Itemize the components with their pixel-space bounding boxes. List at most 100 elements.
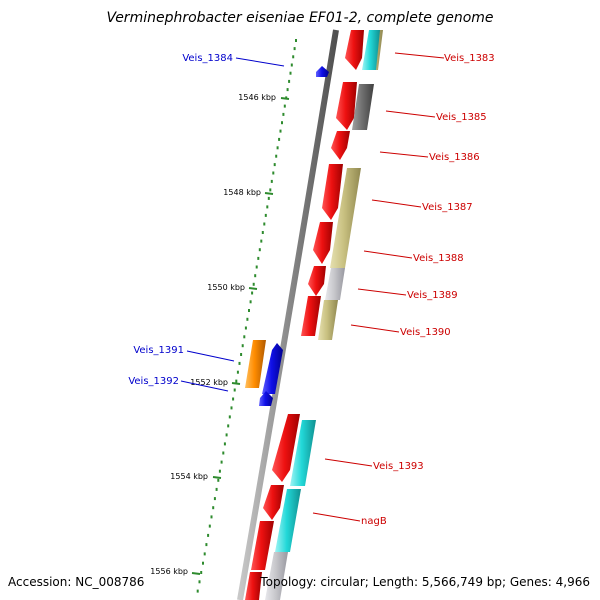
left-labels: Veis_1384 Veis_1391 Veis_1392 [128, 53, 285, 392]
leader-line [324, 458, 373, 467]
feature-block-gray[interactable] [352, 84, 374, 130]
kbp-ticks: 1546 kbp 1548 kbp 1550 kbp 1552 kbp 1554… [150, 93, 290, 576]
tick-dot [266, 205, 269, 209]
leader-line [312, 512, 361, 522]
feature-block-olive[interactable] [330, 168, 361, 268]
cds-arrow-blue[interactable] [262, 343, 283, 394]
tick-dot [272, 171, 275, 175]
tick-dot [270, 179, 273, 183]
gene-label-veis-1390[interactable]: Veis_1390 [400, 327, 451, 338]
kbp-label: 1556 kbp [150, 567, 188, 576]
tick-dot [218, 469, 221, 473]
feature-block-lightgray[interactable] [325, 268, 345, 300]
genome-backbone [237, 29, 339, 600]
kbp-label: 1552 kbp [190, 378, 228, 387]
tick-dot [286, 88, 289, 92]
feature-block-cyan[interactable] [275, 489, 301, 552]
leader-line [357, 288, 407, 296]
gene-label-veis-1388[interactable]: Veis_1388 [413, 253, 464, 264]
tick-dot [217, 478, 220, 482]
leader-line [186, 350, 235, 362]
tick-dot [261, 231, 264, 234]
cds-arrow[interactable] [345, 30, 364, 70]
gene-label-veis-1392[interactable]: Veis_1392 [128, 376, 179, 387]
accession-text: Accession: NC_008786 [8, 575, 144, 589]
gene-label-veis-1387[interactable]: Veis_1387 [422, 202, 473, 213]
tick-dot [257, 256, 260, 260]
tick-dot [196, 589, 199, 593]
cds-block[interactable] [301, 296, 321, 336]
tick-dot [252, 282, 255, 286]
tick-dot [244, 326, 247, 330]
cds-arrow-blue[interactable] [259, 391, 273, 406]
tick-dot [295, 39, 297, 42]
tick-dot [207, 533, 210, 537]
tick-dot [276, 146, 279, 150]
tick-dot [254, 274, 257, 278]
gene-label-veis-1384[interactable]: Veis_1384 [182, 53, 233, 64]
cds-arrow[interactable] [322, 164, 343, 220]
cds-arrow[interactable] [308, 266, 326, 296]
tick-dot [273, 163, 276, 167]
tick-dot [222, 451, 225, 455]
tick-dot [249, 300, 252, 304]
forward-cds-track [245, 30, 364, 600]
tick-dot [227, 424, 230, 428]
cds-arrow[interactable] [272, 414, 300, 482]
feature-block-cyan[interactable] [362, 30, 380, 70]
gene-label-veis-1385[interactable]: Veis_1385 [436, 112, 487, 123]
gene-label-veis-1391[interactable]: Veis_1391 [133, 345, 184, 356]
cds-arrow[interactable] [336, 82, 357, 130]
tick-dot [225, 433, 228, 437]
tick-dot [293, 47, 296, 51]
tick-dot [255, 265, 258, 269]
tick-dot [230, 406, 233, 410]
tick-dot [200, 571, 203, 574]
tick-dot [263, 222, 266, 226]
tick-dot [241, 344, 244, 348]
tick-dot [243, 335, 246, 339]
tick-dot [202, 561, 204, 565]
tick-dot [264, 213, 267, 217]
leader-line [180, 380, 229, 392]
tick-dot [213, 497, 216, 501]
tick-dot [232, 397, 235, 401]
gene-label-veis-1386[interactable]: Veis_1386 [429, 152, 480, 163]
cds-block[interactable] [251, 521, 274, 570]
tick-dot [203, 552, 206, 556]
gene-label-veis-1393[interactable]: Veis_1393 [373, 461, 424, 472]
tick-dot [275, 154, 278, 158]
tick-dot [235, 379, 238, 383]
kbp-tick [231, 382, 241, 385]
kbp-label: 1546 kbp [238, 93, 276, 102]
tick-dot [215, 487, 218, 491]
gene-label-nagb[interactable]: nagB [361, 516, 387, 527]
tick-dot [278, 137, 281, 141]
feature-block-olive[interactable] [318, 300, 338, 340]
tick-dot [288, 79, 291, 83]
cds-block-orange[interactable] [245, 340, 266, 388]
tick-dot [248, 309, 250, 312]
right-labels: Veis_1383 Veis_1385 Veis_1386 Veis_1387 … [312, 52, 495, 527]
cds-arrow-blue[interactable] [316, 66, 329, 77]
topology-text: Topology: circular; Length: 5,566,749 bp… [259, 575, 590, 589]
tick-dot [267, 196, 270, 200]
leader-line [363, 250, 413, 259]
leader-line [350, 324, 400, 333]
tick-dot [289, 71, 292, 75]
kbp-label: 1550 kbp [207, 283, 245, 292]
tick-dot [251, 291, 254, 295]
feature-block-cyan[interactable] [290, 420, 316, 486]
cds-block[interactable] [245, 572, 262, 600]
tick-dot [212, 506, 215, 510]
feature-block-lightgray[interactable] [265, 552, 288, 600]
gene-label-veis-1383[interactable]: Veis_1383 [444, 53, 495, 64]
gene-label-veis-1389[interactable]: Veis_1389 [407, 290, 458, 301]
tick-dot [279, 129, 282, 133]
tick-dot [240, 353, 243, 356]
cds-arrow[interactable] [263, 485, 284, 520]
cds-arrow[interactable] [331, 131, 350, 160]
tick-dot [205, 543, 208, 547]
cds-arrow[interactable] [313, 222, 333, 264]
